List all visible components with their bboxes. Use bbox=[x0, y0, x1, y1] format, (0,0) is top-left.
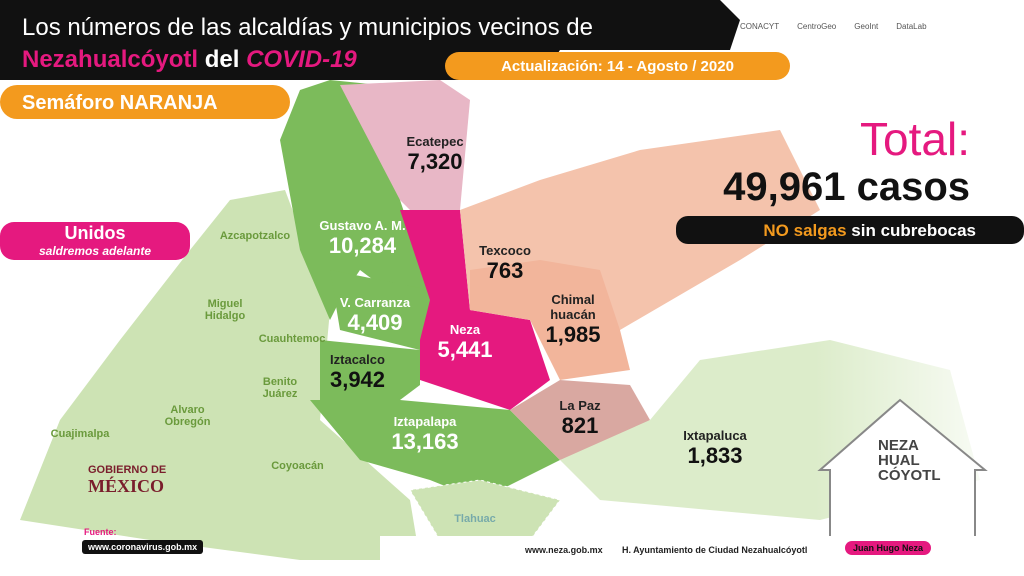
logo: CentroGeo bbox=[797, 22, 837, 31]
region-name: Iztacalco bbox=[330, 352, 385, 367]
region: Texcoco 763 bbox=[470, 243, 540, 284]
region-label: Cuauhtemoc bbox=[258, 333, 326, 345]
update-pill bbox=[445, 52, 790, 80]
region-name: V. Carranza bbox=[339, 295, 411, 310]
v-carranza bbox=[330, 270, 430, 350]
region: Ecatepec 7,320 bbox=[380, 134, 490, 175]
footer-facebook: H. Ayuntamiento de Ciudad Nezahualcóyotl bbox=[622, 545, 808, 555]
source-url: www.coronavirus.gob.mx bbox=[82, 540, 204, 554]
logo: DataLab bbox=[896, 22, 927, 31]
source-label: Fuente: bbox=[84, 527, 117, 537]
update: Actualización: 14 - Agosto / 2020 bbox=[501, 58, 734, 75]
region-name: Ecatepec bbox=[406, 134, 464, 149]
region: Ixtapaluca 1,833 bbox=[670, 428, 760, 469]
region-name: Texcoco bbox=[479, 243, 531, 258]
cdmx-west bbox=[20, 190, 420, 560]
title-line2: Nezahualcóyotl del COVID-19 bbox=[22, 46, 357, 74]
region-cases: 7,320 bbox=[407, 149, 463, 174]
region-label: Coyoacán bbox=[271, 460, 324, 472]
region: La Paz 821 bbox=[545, 398, 615, 439]
region-name: Iztapalapa bbox=[393, 414, 457, 429]
total-label: Total: bbox=[860, 113, 970, 165]
slogan-pill bbox=[0, 222, 190, 260]
warning: NO salgas sin cubrebocas bbox=[676, 221, 976, 241]
warning-band bbox=[676, 216, 1024, 244]
title-del: del bbox=[204, 46, 240, 73]
region: Chimal huacán 1,985 bbox=[538, 292, 608, 348]
slogan-line1: Unidos bbox=[64, 223, 126, 243]
region-cases: 3,942 bbox=[329, 367, 386, 392]
iztacalco bbox=[320, 340, 420, 400]
region-name: Ixtapaluca bbox=[683, 428, 747, 443]
region-label: Miguel Hidalgo bbox=[204, 298, 246, 322]
region: Iztapalapa 13,163 bbox=[375, 414, 475, 455]
slogan: Unidos saldremos adelante bbox=[0, 223, 190, 258]
region-label: Alvaro Obregón bbox=[164, 404, 211, 428]
region: V. Carranza 4,409 bbox=[325, 295, 425, 336]
logo-line: CÓYOTL bbox=[878, 467, 941, 484]
semaforo: Semáforo NARANJA bbox=[22, 92, 218, 114]
title-band bbox=[0, 0, 740, 80]
semaforo-pill bbox=[0, 85, 290, 119]
region-label: Tlahuac bbox=[454, 513, 496, 525]
logos: CONACYT CentroGeo GeoInt DataLab bbox=[740, 22, 927, 31]
region-cases: 1,833 bbox=[687, 443, 743, 468]
logo: CONACYT bbox=[740, 22, 780, 31]
region: Gustavo A. M. 10,284 bbox=[305, 218, 420, 259]
iztapalapa bbox=[310, 400, 560, 500]
region-label: Cuajimalpa bbox=[50, 428, 110, 440]
footer-site: www.neza.gob.mx bbox=[525, 545, 603, 555]
region: Iztacalco 3,942 bbox=[315, 352, 400, 393]
region-label: Azcapotzalco bbox=[219, 230, 291, 242]
region-name: Chimal huacán bbox=[550, 292, 596, 322]
neza-logo: NEZA HUAL CÓYOTL bbox=[878, 438, 941, 483]
title-line1: Los números de las alcaldías y municipio… bbox=[22, 14, 593, 41]
logo: GeoInt bbox=[854, 22, 879, 31]
region-name: La Paz bbox=[559, 398, 601, 413]
slogan-line2: saldremos adelante bbox=[38, 244, 152, 258]
region-cases: 763 bbox=[486, 258, 524, 283]
title-covid: COVID-19 bbox=[246, 46, 357, 73]
warning-emphasis: NO salgas bbox=[763, 221, 847, 240]
footer-instagram: Juan Hugo Neza bbox=[845, 541, 932, 555]
gov-line2: MÉXICO bbox=[88, 476, 164, 496]
government: GOBIERNO DE MÉXICO bbox=[88, 464, 166, 497]
total-cases: 49,961 casos bbox=[723, 165, 970, 209]
region-cases: 5,441 bbox=[437, 337, 493, 362]
region-cases: 1,985 bbox=[545, 322, 601, 347]
gov-line1: GOBIERNO DE bbox=[88, 464, 167, 476]
title-place: Nezahualcóyotl bbox=[22, 46, 199, 73]
region-cases: 10,284 bbox=[328, 233, 397, 258]
region-cases: 821 bbox=[561, 413, 599, 438]
house-logo bbox=[817, 398, 988, 541]
warning-rest: sin cubrebocas bbox=[851, 221, 976, 240]
logo-line: HUAL bbox=[878, 452, 920, 469]
region-label: Benito Juárez bbox=[262, 376, 298, 400]
region-cases: 4,409 bbox=[347, 310, 403, 335]
ecatepec bbox=[340, 80, 470, 220]
region-name: Neza bbox=[449, 322, 481, 337]
region: Neza 5,441 bbox=[420, 322, 510, 363]
gustavo-am bbox=[280, 80, 430, 320]
region-cases: 13,163 bbox=[391, 429, 459, 454]
region-name: Gustavo A. M. bbox=[319, 218, 406, 233]
logo-line: NEZA bbox=[878, 437, 919, 454]
